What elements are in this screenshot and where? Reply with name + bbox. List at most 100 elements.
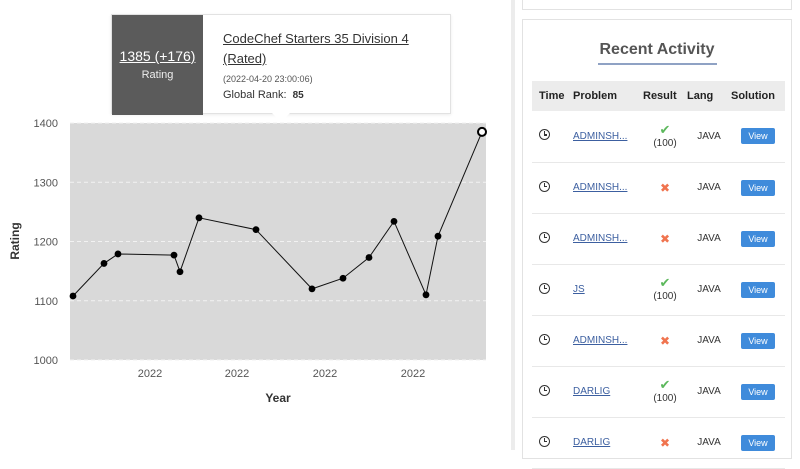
highlighted-data-point[interactable] (477, 126, 487, 137)
cell-result: ✔ (100) (643, 366, 687, 418)
cell-problem: ADMINSH... (568, 162, 643, 214)
x-tick-label: 2022 (138, 368, 162, 380)
data-point[interactable] (170, 251, 178, 259)
cell-problem: DARLIG (568, 366, 643, 418)
cell-result: ✖ (643, 213, 687, 265)
activity-table: Time Problem Result Lang Solution ADMINS… (532, 81, 785, 469)
data-point[interactable] (365, 254, 373, 261)
cell-solution: View (731, 417, 785, 469)
clock-icon (539, 333, 550, 345)
tooltip-arrow (272, 113, 290, 122)
table-row: ADMINSH... ✔ (100) JAVA View (532, 111, 785, 163)
tooltip-rating-box: 1385 (+176) Rating (112, 15, 203, 115)
result-score: (100) (653, 291, 677, 302)
data-point[interactable] (434, 232, 442, 240)
cell-time (532, 366, 568, 418)
rating-chart: 1000 1100 1200 1300 1400 2022 2022 2022 2022 Year… (8, 118, 487, 405)
problem-link[interactable]: DARLIG (573, 437, 611, 448)
cell-time (532, 417, 568, 469)
language-label: JAVA (697, 130, 721, 142)
cell-problem: ADMINSH... (568, 315, 643, 367)
table-row: ADMINSH... ✖ JAVA View (532, 315, 785, 367)
recent-activity-title: Recent Activity (523, 41, 791, 65)
rating-line (72, 131, 483, 297)
data-point[interactable] (195, 214, 203, 222)
header-problem: Problem (568, 81, 643, 111)
header-solution: Solution (731, 81, 785, 111)
data-point[interactable] (308, 285, 316, 293)
check-icon: ✔ (659, 377, 671, 392)
data-point[interactable] (176, 268, 184, 276)
cell-time (532, 111, 568, 163)
data-point[interactable] (100, 260, 108, 267)
x-tick-label: 2022 (313, 368, 337, 380)
cell-lang: JAVA (687, 213, 731, 265)
rating-tooltip: 1385 (+176) Rating CodeChef Starters 35 … (111, 14, 451, 115)
rating-graph-panel: 1000 1100 1200 1300 1400 2022 2022 2022 2022 Year… (8, 14, 487, 405)
cell-time (532, 264, 568, 316)
problem-link[interactable]: ADMINSH... (573, 335, 628, 346)
problem-link[interactable]: JS (573, 284, 585, 295)
tooltip-rank-label: Global Rank: (223, 89, 287, 101)
cell-time (532, 213, 568, 265)
top-card (522, 0, 792, 10)
table-row: JS ✔ (100) JAVA View (532, 264, 785, 316)
data-point[interactable] (69, 292, 77, 300)
cell-lang: JAVA (687, 162, 731, 214)
problem-link[interactable]: ADMINSH... (573, 233, 628, 244)
view-solution-button[interactable]: View (741, 281, 775, 298)
view-solution-button[interactable]: View (741, 434, 775, 451)
cell-lang: JAVA (687, 264, 731, 316)
data-point[interactable] (252, 226, 260, 234)
view-solution-button[interactable]: View (741, 128, 775, 145)
clock-icon (539, 435, 550, 447)
cell-result: ✔ (100) (643, 111, 687, 163)
problem-link[interactable]: ADMINSH... (573, 130, 628, 142)
tooltip-contest-link[interactable]: CodeChef Starters 35 Division 4 (Rated) (223, 31, 409, 66)
view-solution-button[interactable]: View (741, 383, 775, 400)
table-row: DARLIG ✖ JAVA View (532, 417, 785, 469)
cell-time (532, 162, 568, 214)
problem-link[interactable]: DARLIG (573, 386, 611, 397)
cell-result: ✖ (643, 315, 687, 367)
cell-result: ✖ (643, 417, 687, 469)
cell-result: ✔ (100) (643, 264, 687, 316)
tooltip-date: (2022-04-20 23:00:06) (223, 74, 313, 84)
language-label: JAVA (697, 284, 721, 295)
data-point[interactable] (339, 274, 347, 282)
tooltip-rating-value[interactable]: 1385 (+176) (119, 48, 196, 64)
y-tick-label: 1300 (34, 177, 58, 189)
view-solution-button[interactable]: View (741, 179, 775, 196)
data-point[interactable] (114, 250, 122, 258)
table-header-row: Time Problem Result Lang Solution (532, 81, 785, 111)
clock-icon (539, 180, 550, 192)
data-point[interactable] (390, 217, 398, 225)
cross-icon: ✖ (659, 333, 671, 348)
cell-lang: JAVA (687, 315, 731, 367)
recent-activity-heading: Recent Activity (597, 41, 717, 65)
y-tick-label: 1000 (34, 355, 58, 367)
x-tick-label: 2022 (401, 368, 425, 380)
view-solution-button[interactable]: View (741, 230, 775, 247)
problem-link[interactable]: ADMINSH... (573, 182, 628, 193)
header-result: Result (643, 81, 687, 111)
panel-divider (511, 0, 515, 450)
tooltip-info: CodeChef Starters 35 Division 4 (Rated) … (223, 29, 438, 101)
cell-problem: ADMINSH... (568, 111, 643, 163)
y-tick-label: 1400 (34, 118, 58, 130)
table-row: DARLIG ✔ (100) JAVA View (532, 366, 785, 418)
cell-solution: View (731, 366, 785, 418)
recent-activity-card: Recent Activity Time Problem Result Lang… (522, 19, 792, 469)
language-label: JAVA (697, 386, 721, 397)
cross-icon: ✖ (659, 435, 671, 450)
activity-table-body: ADMINSH... ✔ (100) JAVA View ADMINSH... ✖ JAVA V… (532, 111, 785, 469)
tooltip-rank-value: 85 (292, 90, 304, 101)
header-time: Time (532, 81, 568, 111)
data-point[interactable] (422, 291, 430, 299)
table-row: ADMINSH... ✖ JAVA View (532, 162, 785, 214)
view-solution-button[interactable]: View (741, 332, 775, 349)
cell-lang: JAVA (687, 417, 731, 469)
clock-icon (539, 231, 550, 243)
tooltip-rank: Global Rank: 85 (223, 89, 438, 101)
x-axis-title: Year (265, 391, 291, 405)
